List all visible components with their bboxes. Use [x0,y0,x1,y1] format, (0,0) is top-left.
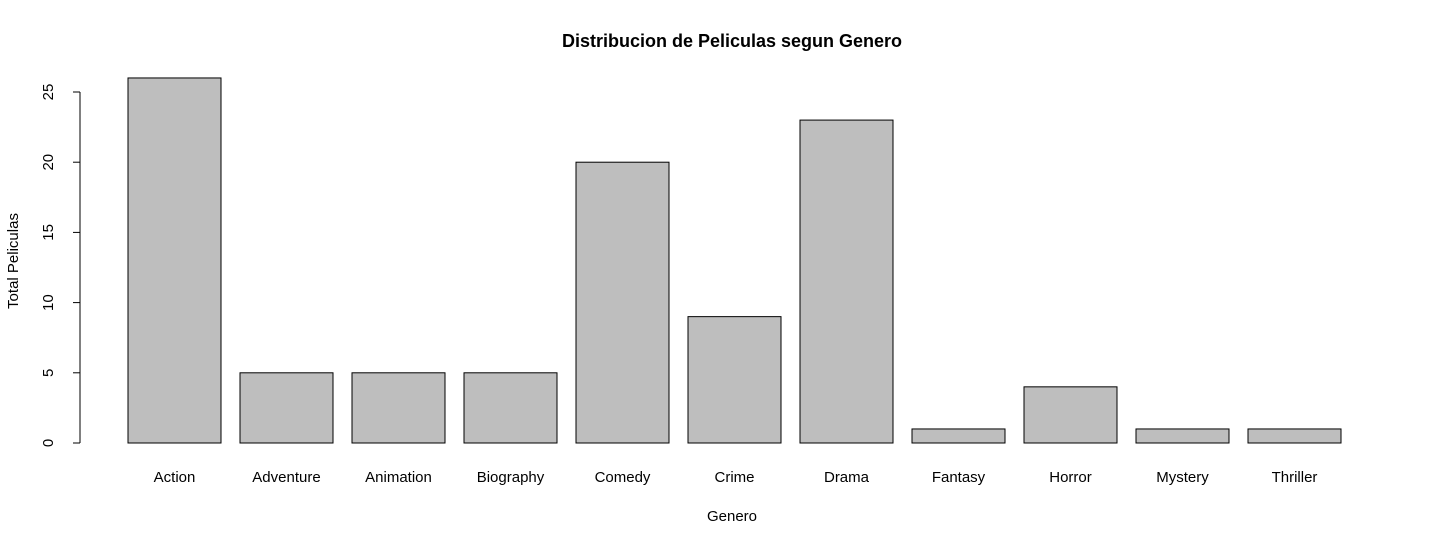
bar-biography [463,372,558,444]
x-axis-label: Genero [707,508,757,525]
y-tick-label: 10 [40,294,57,311]
x-tick-label: Drama [824,469,870,486]
x-tick-label: Biography [477,469,545,486]
x-tick-label: Mystery [1156,469,1209,486]
bar-thriller [1247,428,1342,444]
bar-adventure [239,372,334,444]
bar-action [127,77,222,444]
bar-horror [1023,386,1118,444]
bar-animation [351,372,446,444]
x-tick-label: Action [154,469,196,486]
x-tick-label: Comedy [595,469,651,486]
y-tick-label: 5 [40,369,57,377]
bars-group [127,77,1342,444]
bar-crime [687,316,782,444]
bar-fantasy [911,428,1006,444]
x-tick-label: Animation [365,469,432,486]
x-tick-labels: Action Adventure Animation Biography Comedy C… [154,469,1318,486]
bar-drama [799,119,894,444]
x-tick-label: Thriller [1272,469,1318,486]
y-tick-label: 0 [40,439,57,447]
x-tick-label: Horror [1049,469,1092,486]
x-tick-label: Crime [715,469,755,486]
x-tick-label: Adventure [252,469,320,486]
y-axis-label: Total Peliculas [5,213,22,309]
x-tick-label: Fantasy [932,469,986,486]
chart-title: Distribucion de Peliculas segun Genero [562,31,902,51]
y-tick-label: 15 [40,224,57,241]
bar-comedy [575,161,670,444]
y-tick-label: 20 [40,154,57,171]
bar-mystery [1135,428,1230,444]
y-tick-label: 25 [40,84,57,101]
y-axis: 0 5 10 15 20 25 [40,84,81,447]
